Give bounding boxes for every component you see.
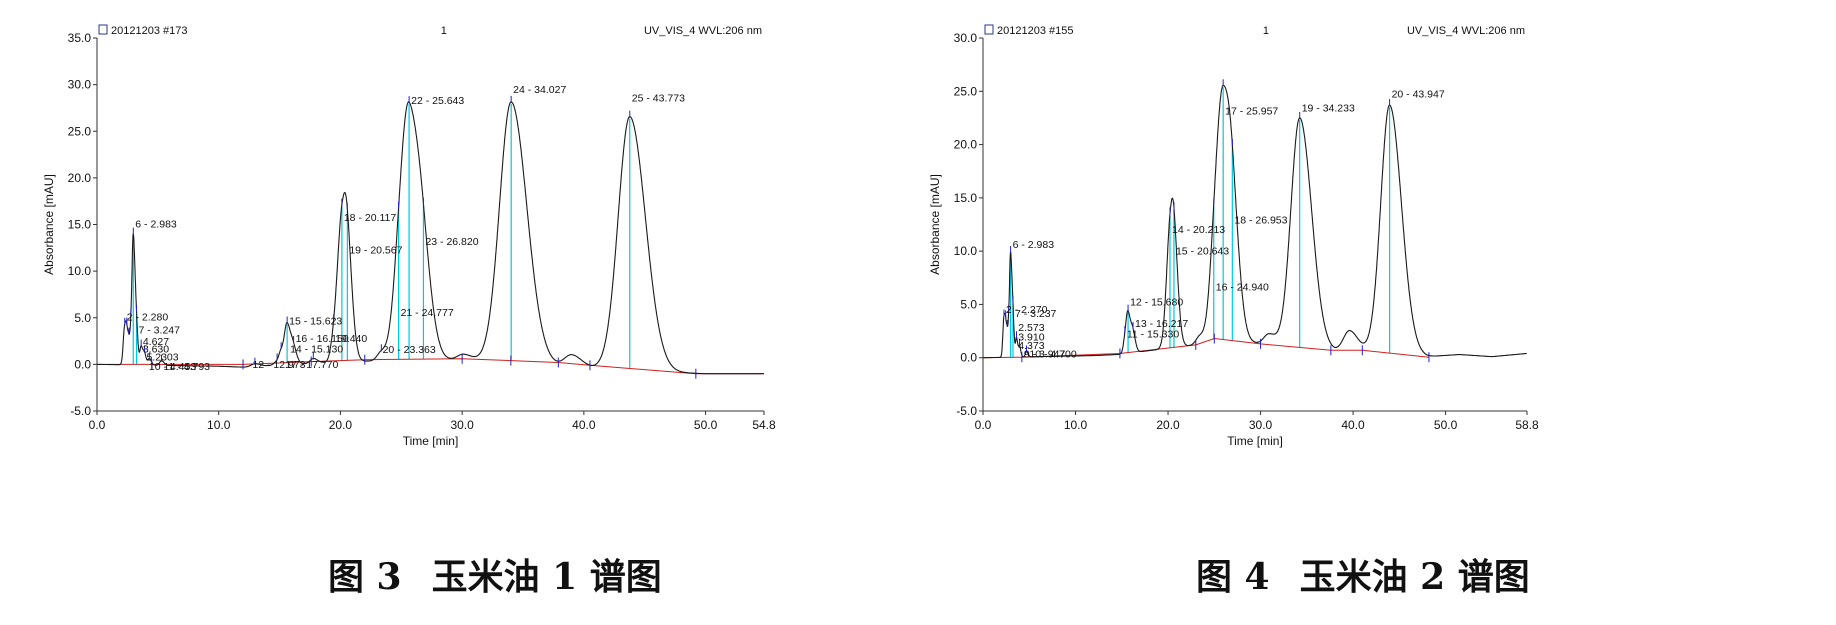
header-icon: [98, 24, 108, 35]
peak-label: 11 - 4.793: [164, 361, 211, 373]
y-tick-label: 15.0: [954, 191, 978, 205]
peak-label: 25 - 43.773: [632, 92, 685, 104]
chromatogram-1: 20121203 #173 1 UV_VIS_4 WVL:206 nm-5.00.0…: [42, 24, 776, 448]
peak-label: 23 - 26.820: [425, 236, 478, 248]
peak-label: 18 - 26.953: [1234, 214, 1287, 226]
peak-label: 3.630: [143, 343, 169, 355]
y-tick-label: -5.0: [956, 404, 977, 418]
x-tick-label: 58.8: [1515, 418, 1539, 432]
y-tick-label: 0.0: [960, 351, 977, 365]
peak-label: 6 - 2.983: [1013, 239, 1055, 251]
header-center: 1: [1263, 25, 1269, 37]
y-tick-label: 20.0: [68, 171, 92, 185]
y-tick-label: 10.0: [954, 244, 978, 258]
y-axis-label: Absorbance [mAU]: [928, 174, 942, 275]
x-tick-label: 40.0: [1341, 418, 1365, 432]
y-tick-label: 5.0: [960, 297, 977, 311]
header-icon: [984, 24, 994, 35]
chromatogram-trace: [97, 101, 764, 375]
header-left: 20121203 #155: [997, 25, 1073, 37]
x-tick-label: 50.0: [1434, 418, 1458, 432]
chromatogram-trace: [983, 84, 1527, 359]
figure-caption-1: 图 3 玉米油 1 谱图: [328, 548, 662, 600]
header-right: UV_VIS_4 WVL:206 nm: [644, 25, 762, 37]
chart-panel-2: 20121203 #155 1 UV_VIS_4 WVL:206 nm -5.0 0.0…: [900, 0, 1836, 540]
y-tick-label: 35.0: [68, 31, 92, 45]
peak-label: 19.440: [335, 333, 367, 345]
y-tick-label: -5.0: [70, 404, 91, 418]
x-tick-label: 20.0: [1156, 418, 1180, 432]
peak-label: 16 - 24.940: [1216, 282, 1269, 294]
peak-label: 11 - 15.330: [1127, 328, 1180, 340]
x-tick-label: 0.0: [89, 418, 106, 432]
peak-label: 20 - 23.363: [383, 344, 436, 356]
peak-label: 22 - 25.643: [411, 95, 464, 107]
chart-panel-1: 20121203 #173 1 UV_VIS_4 WVL:206 nm -5.0 0.0…: [0, 0, 900, 540]
header-right: UV_VIS_4 WVL:206 nm: [1407, 25, 1525, 37]
peak-label: 10 - 4.453: [149, 361, 196, 373]
peak-label: 4.373: [1018, 340, 1044, 352]
peak-label: 15 - 15.623: [289, 315, 342, 327]
figure-caption-2: 图 4 玉米油 2 谱图: [1196, 548, 1530, 600]
peak-label: 9 - 3.947: [1024, 349, 1066, 361]
peak-label: 17 - 17.770: [285, 359, 338, 371]
x-tick-label: 30.0: [1249, 418, 1273, 432]
peak-label: 2 - 2.270: [1006, 304, 1048, 316]
peak-label: 16 - 16.150: [296, 333, 349, 345]
peak-label: 24 - 34.027: [513, 84, 566, 96]
peak-label: 14 - 15.130: [290, 343, 343, 355]
caption-fig-number: 图 4: [1196, 556, 1270, 598]
y-tick-label: 25.0: [954, 84, 978, 98]
y-tick-label: 30.0: [68, 78, 92, 92]
y-tick-label: 25.0: [68, 124, 92, 138]
caption-text: 玉米油 1 谱图: [431, 556, 662, 598]
x-tick-label: 10.0: [207, 418, 231, 432]
x-axis-label: Time [min]: [403, 434, 459, 448]
x-tick-label: 0.0: [975, 418, 992, 432]
peak-label: 17 - 25.957: [1225, 106, 1278, 118]
y-tick-label: 20.0: [954, 138, 978, 152]
peak-label: 12 - 12.973: [252, 359, 305, 371]
peak-label: 15 - 20.643: [1176, 245, 1229, 257]
x-tick-label: 54.8: [752, 418, 776, 432]
y-tick-label: 15.0: [68, 218, 92, 232]
peak-label: 3.910: [1018, 332, 1044, 344]
peak-label: 2 - 2.280: [127, 312, 169, 324]
peak-label: 19 - 20.567: [349, 244, 402, 256]
peak-label: 7 - 3.247: [139, 325, 181, 337]
peak-label: 14 - 20.213: [1172, 224, 1225, 236]
chromatogram-2: 20121203 #155 1 UV_VIS_4 WVL:206 nm-5.00.0…: [928, 24, 1539, 448]
x-tick-label: 20.0: [329, 418, 353, 432]
x-tick-label: 40.0: [572, 418, 596, 432]
x-tick-label: 10.0: [1064, 418, 1088, 432]
y-tick-label: 10.0: [68, 264, 92, 278]
peak-label: 5.2303: [146, 352, 178, 364]
y-tick-label: 30.0: [954, 31, 978, 45]
x-tick-label: 50.0: [694, 418, 718, 432]
peak-label: 10 - 4.700: [1029, 349, 1076, 361]
x-axis-label: Time [min]: [1227, 434, 1283, 448]
peak-label: 20 - 43.947: [1392, 89, 1445, 101]
caption-fig-number: 图 3: [328, 556, 402, 598]
peak-label: 21 - 24.777: [401, 307, 454, 319]
header-left: 20121203 #173: [111, 25, 187, 37]
peak-label: 19 - 34.233: [1302, 103, 1355, 115]
y-tick-label: 5.0: [74, 311, 91, 325]
peak-label: 18 - 20.117: [344, 212, 397, 224]
y-axis-label: Absorbance [mAU]: [42, 174, 56, 275]
peak-label: 12 - 15.680: [1130, 296, 1183, 308]
x-tick-label: 30.0: [450, 418, 474, 432]
peak-label: 13 - 16.217: [1135, 318, 1188, 330]
peak-label: 2.573: [1018, 322, 1044, 334]
peak-label: 6 - 2.983: [135, 218, 177, 230]
y-tick-label: 0.0: [74, 357, 91, 371]
peak-label: 4.627: [143, 336, 169, 348]
caption-text: 玉米油 2 谱图: [1299, 556, 1530, 598]
header-center: 1: [441, 25, 447, 37]
peak-label: 7 - 3.237: [1015, 308, 1057, 320]
